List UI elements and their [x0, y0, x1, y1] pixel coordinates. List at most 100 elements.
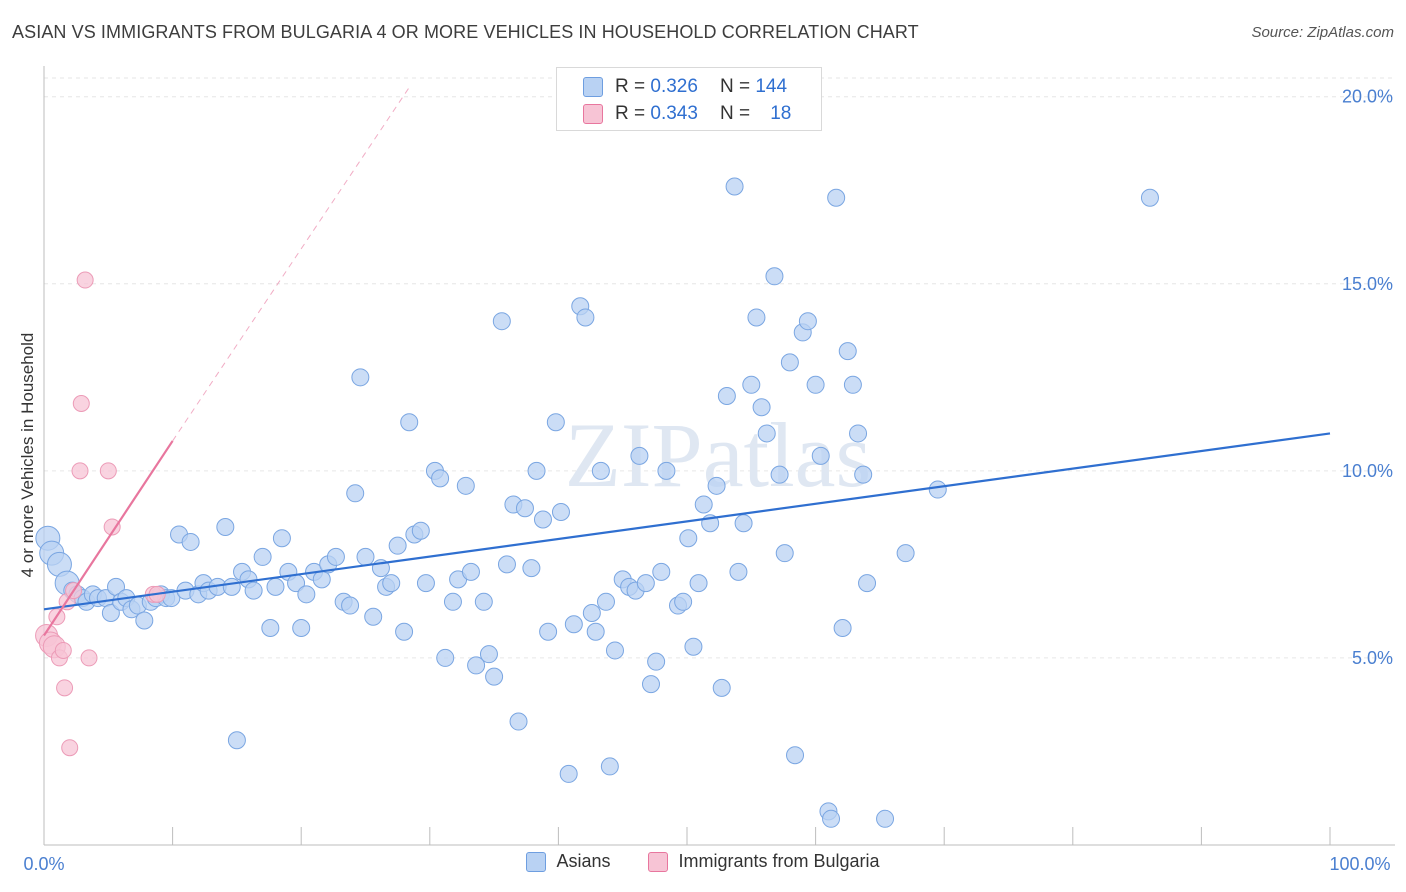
asians-point [492, 312, 511, 331]
asians-point [326, 547, 345, 566]
bulgaria-point [80, 649, 98, 667]
asians-point [641, 675, 660, 694]
n-label: N = [719, 76, 751, 97]
asians-point [605, 641, 624, 660]
asians-point [101, 604, 120, 623]
correlation-legend: R = 0.326 N = 144 R = 0.343 N = 18 [556, 67, 822, 131]
asians-point [725, 177, 744, 196]
asians-point [684, 637, 703, 656]
asians-point [770, 465, 789, 484]
asians-point [461, 562, 480, 581]
asians-point [600, 757, 619, 776]
legend-row-asians: R = 0.326 N = 144 [583, 74, 787, 100]
asians-point [135, 611, 154, 630]
asians-point [729, 562, 748, 581]
legend-item-asians[interactable]: Asians [526, 851, 610, 872]
asians-point [364, 607, 383, 626]
asians-point [253, 547, 272, 566]
asians-point [356, 547, 375, 566]
asians-point [576, 308, 595, 327]
asians-point [849, 424, 868, 443]
asians-point [689, 574, 708, 593]
asians-point [479, 645, 498, 664]
asians-point [786, 746, 805, 765]
asians-point [559, 764, 578, 783]
asians-swatch [583, 77, 603, 97]
asians-point [341, 596, 360, 615]
bulgaria-point [61, 739, 79, 757]
y-tick-label: 5.0% [1352, 648, 1393, 668]
r-label: R = [615, 103, 646, 124]
asians-point [652, 562, 671, 581]
asians-point [843, 375, 862, 394]
asians-point [657, 461, 676, 480]
asians-point [551, 503, 570, 522]
bulgaria-point [72, 395, 90, 413]
asians-point [742, 375, 761, 394]
asians-point [351, 368, 370, 387]
r-label: R = [615, 76, 646, 97]
asians-point [509, 712, 528, 731]
asians-point [811, 446, 830, 465]
legend-label: Immigrants from Bulgaria [678, 851, 880, 871]
asians-point [822, 809, 841, 828]
asians-point [346, 484, 365, 503]
asians-point [630, 446, 649, 465]
asians-point [467, 656, 486, 675]
bulgaria-point [54, 641, 72, 659]
asians-point [411, 521, 430, 540]
asians-point [292, 618, 311, 637]
asians-point [527, 461, 546, 480]
asians-point [312, 570, 331, 589]
asians-point [712, 678, 731, 697]
asians-point [388, 536, 407, 555]
asians-point [838, 342, 857, 361]
bulgaria-point [71, 462, 89, 480]
bulgaria-swatch [583, 104, 603, 124]
asians-point [431, 469, 450, 488]
asians-point [522, 559, 541, 578]
axes [43, 66, 1395, 846]
asians-point [780, 353, 799, 372]
bulgaria-point [76, 271, 94, 289]
asians-point [833, 618, 852, 637]
asians-point [497, 555, 516, 574]
x-tick-label: 100.0% [1329, 854, 1390, 874]
legend-label: Asians [556, 851, 611, 871]
asians-point [928, 480, 947, 499]
asians-point [297, 585, 316, 604]
bulgaria-point [99, 462, 117, 480]
asians-point [443, 592, 462, 611]
legend-item-bulgaria[interactable]: Immigrants from Bulgaria [648, 851, 880, 872]
bulgaria-point [56, 679, 74, 697]
trend-lines [43, 85, 1331, 637]
bulgaria-point [103, 518, 121, 536]
asians-trend-line [43, 432, 1331, 611]
n-value: 18 [770, 103, 792, 124]
asians-point [474, 592, 493, 611]
x-tick-label: 0.0% [23, 854, 64, 874]
asians-point [858, 574, 877, 593]
asians-point [227, 731, 246, 750]
asians-point [272, 529, 291, 548]
asians-point [734, 514, 753, 533]
asians-swatch [526, 851, 547, 872]
asians-point [674, 592, 693, 611]
asians-point [416, 574, 435, 593]
asians-point [244, 581, 263, 600]
asians-point [827, 188, 846, 207]
asians-point [591, 461, 610, 480]
bulgaria-trend-line [43, 440, 174, 637]
asians-point [798, 312, 817, 331]
n-value: 144 [755, 76, 788, 97]
asians-point [582, 604, 601, 623]
y-tick-label: 10.0% [1342, 461, 1393, 481]
asians-point [694, 495, 713, 514]
asians-point [564, 615, 583, 634]
asians-point [216, 517, 235, 536]
asians-point [636, 574, 655, 593]
asians-point [436, 648, 455, 667]
asians-point [539, 622, 558, 641]
asians-point [647, 652, 666, 671]
